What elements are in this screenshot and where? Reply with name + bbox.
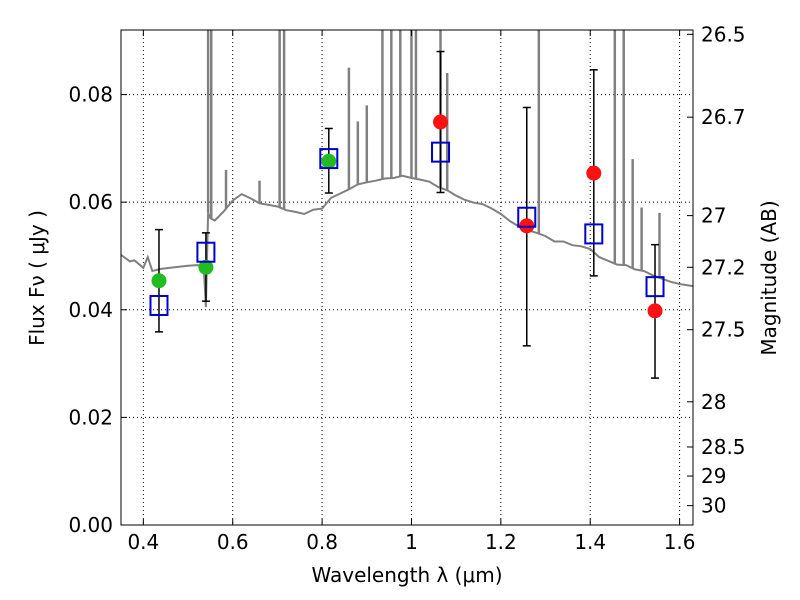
x-tick-label: 1.4: [574, 530, 606, 554]
x-axis-title: Wavelength λ (μm): [311, 563, 502, 587]
x-tick-label: 0.6: [217, 530, 249, 554]
y-tick-label: 0.06: [68, 190, 113, 214]
red-data-point: [433, 114, 449, 130]
y2-tick-label: 30: [701, 494, 726, 518]
y2-tick-label: 29: [701, 464, 726, 488]
y-tick-label: 0.08: [68, 83, 113, 107]
y-axis-ticks: 0.00 0.02 0.04 0.06 0.08: [68, 83, 127, 537]
model-square-marker: [319, 148, 339, 170]
model-square-marker: [431, 141, 451, 163]
green-data-point: [151, 273, 167, 289]
x-tick-label: 0.8: [306, 530, 338, 554]
y2-tick-label: 27.5: [701, 318, 746, 342]
y-tick-label: 0.04: [68, 298, 113, 322]
y2-axis-title: Magnitude (AB): [757, 200, 781, 355]
model-square-marker: [196, 241, 216, 263]
plot-area: [121, 30, 693, 379]
y2-tick-label: 27.2: [701, 255, 746, 279]
x-tick-label: 1: [405, 530, 418, 554]
red-data-point: [586, 165, 602, 181]
error-bars: [154, 50, 660, 379]
green-data-point: [198, 259, 214, 275]
x-tick-label: 0.4: [127, 530, 159, 554]
y2-axis-ticks: 26.5 26.7 27 27.2 27.5 28 28.5 29 30: [687, 22, 746, 518]
y-tick-label: 0.00: [68, 513, 113, 537]
y2-tick-label: 28.5: [701, 435, 746, 459]
model-photometry-squares: [149, 141, 665, 316]
observed-red-points: [433, 114, 663, 319]
x-tick-label: 1.6: [664, 530, 696, 554]
green-data-point: [321, 153, 337, 169]
y2-tick-label: 26.7: [701, 105, 746, 129]
y2-tick-label: 27: [701, 204, 726, 228]
model-square-marker: [645, 276, 665, 298]
plot-frame: [120, 29, 694, 526]
red-data-point: [647, 303, 663, 319]
y2-tick-label: 26.5: [701, 22, 746, 46]
x-tick-label: 1.2: [485, 530, 517, 554]
model-square-marker: [584, 223, 604, 245]
y2-tick-label: 28: [701, 390, 726, 414]
y-axis-title: Flux Fν ( μJy ): [25, 210, 49, 346]
x-axis-ticks: 0.4 0.6 0.8 1 1.2 1.4 1.6: [127, 30, 696, 554]
model-square-marker: [149, 294, 169, 316]
observed-green-points: [151, 153, 337, 289]
y-tick-label: 0.02: [68, 405, 113, 429]
emission-lines: [206, 30, 661, 278]
model-sed-line: [121, 174, 693, 308]
model-square-marker: [517, 206, 537, 228]
